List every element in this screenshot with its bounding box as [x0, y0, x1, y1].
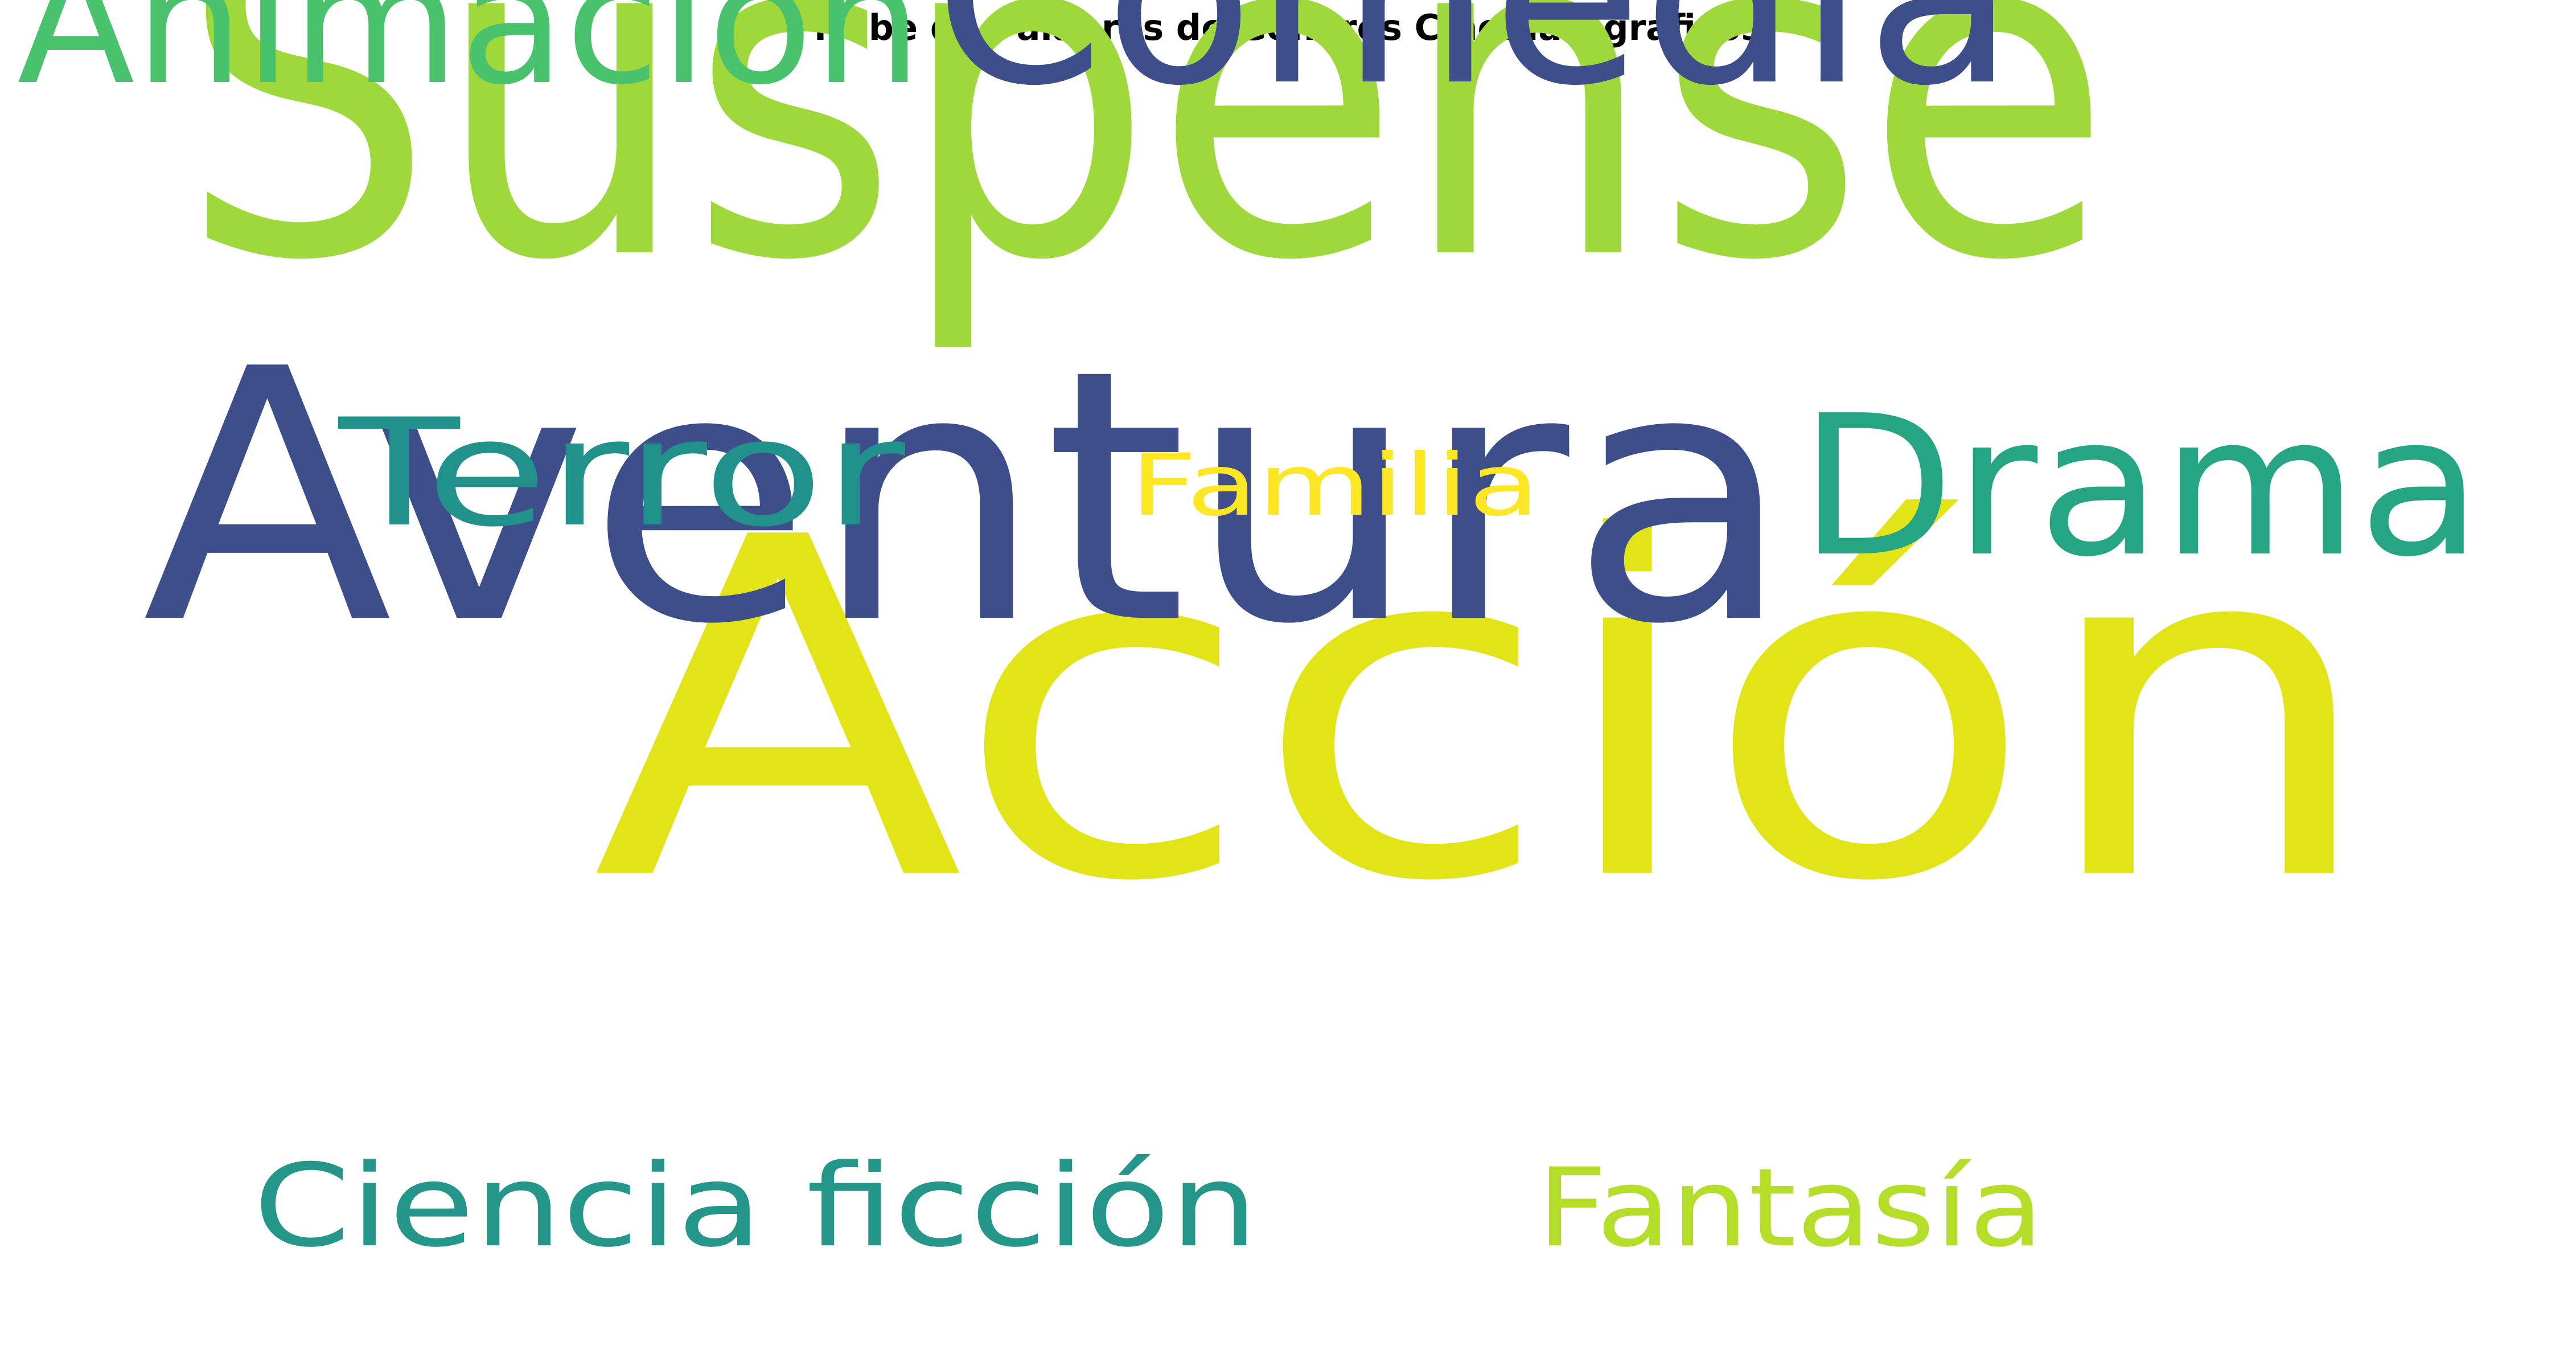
word-accion: Acción: [592, 440, 2380, 984]
chart-title: Nube de Palabras de Géneros Cinematográf…: [814, 7, 1762, 48]
word-aventura: Aventura: [142, 296, 1794, 700]
word-comedia: Comedia: [934, 0, 2015, 120]
word-familia: Familia: [1130, 436, 1540, 535]
word-suspense: Suspense: [179, 0, 2113, 360]
word-terror: Terror: [339, 388, 905, 560]
word-animacion: Animación: [17, 0, 923, 122]
word-ciencia-ficcion: Ciencia ficción: [253, 1140, 1258, 1273]
word-fantasia: Fantasía: [1537, 1144, 2044, 1271]
word-drama: Drama: [1799, 374, 2482, 600]
